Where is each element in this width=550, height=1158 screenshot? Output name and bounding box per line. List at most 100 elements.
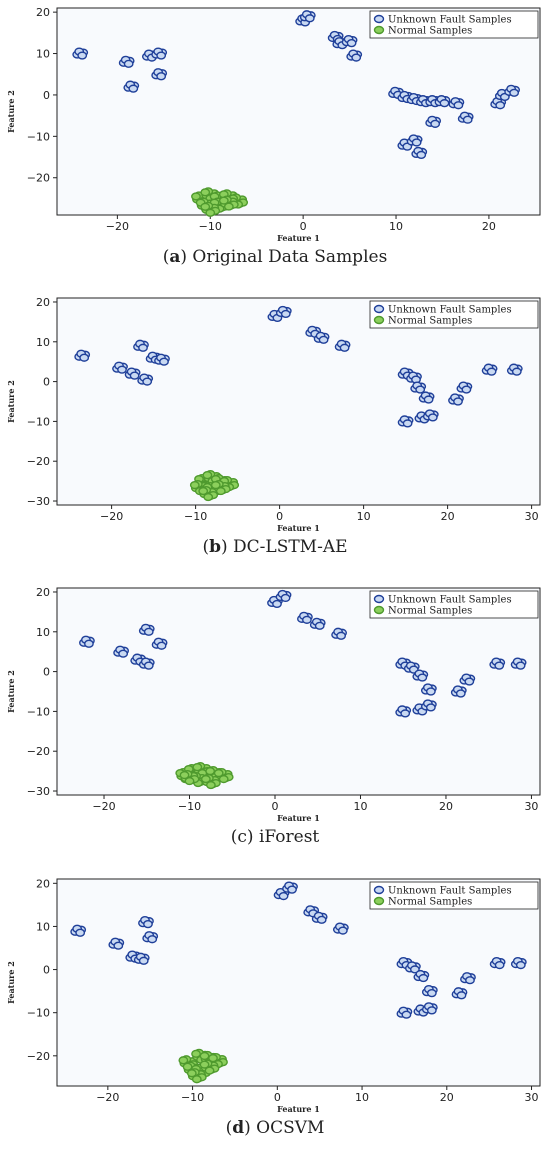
y-tick-label: −20: [27, 172, 50, 185]
caption-b-paren-close: ): [220, 537, 228, 557]
x-tick-label: −10: [184, 510, 207, 523]
y-tick-label: 10: [36, 626, 50, 639]
fault-point: [304, 14, 315, 23]
normal-point: [199, 1051, 210, 1061]
legend-box: [369, 590, 539, 619]
fault-point: [316, 915, 327, 924]
normal-point: [203, 492, 214, 502]
fault-point: [280, 309, 291, 319]
fault-point: [336, 631, 347, 640]
normal-series-c: [175, 762, 234, 790]
caption-c-paren-close: ): [246, 827, 254, 847]
caption-d-label: d: [232, 1118, 245, 1138]
y-tick-label: 10: [36, 48, 50, 61]
scatter-plot-a: −20 −10 0 10 20 −20 −10 0 10 20 Feature 1 Feature 2…: [6, 6, 541, 243]
y-tick-label: 0: [43, 964, 50, 977]
normal-point: [199, 1060, 210, 1069]
fault-point: [416, 150, 427, 160]
normal-point: [213, 768, 224, 778]
fault-point: [339, 343, 350, 352]
fault-legend-marker: [373, 885, 385, 895]
fault-point: [156, 641, 167, 650]
x-tick-label: −20: [92, 800, 115, 813]
fault-point: [515, 960, 526, 970]
caption-d: (d) OCSVM: [0, 1118, 550, 1138]
y-tick-label: −20: [27, 455, 50, 468]
fault-point: [129, 371, 140, 380]
fault-point: [302, 615, 312, 624]
fault-point: [515, 661, 526, 670]
fault-point: [494, 661, 505, 670]
fault-point: [426, 1006, 437, 1015]
fault-point: [318, 335, 329, 344]
caption-b-label: b: [209, 537, 221, 557]
y-tick-label: −10: [27, 415, 50, 428]
caption-a: (a) Original Data Samples: [0, 247, 550, 267]
caption-c-label: c: [237, 827, 247, 847]
x-tick-label: 20: [440, 1091, 454, 1104]
panel-d: −20 −10 0 10 20 30 −20 −10 0 10 20 Feature 1 Feature…: [0, 871, 550, 1158]
plot-area-a: [56, 7, 541, 216]
fault-point: [156, 72, 167, 81]
fault-point: [400, 709, 411, 718]
fault-point: [143, 627, 154, 636]
x-tick-label: 10: [389, 220, 403, 233]
y-tick-label: −10: [27, 1007, 50, 1020]
x-tick-label: 20: [439, 800, 453, 813]
x-tick-label: 20: [482, 220, 496, 233]
fault-point: [138, 956, 149, 965]
fault-point: [418, 973, 429, 983]
fault-point: [461, 385, 472, 394]
fault-point: [84, 639, 94, 648]
panel-b: −20 −10 0 10 20 30 −30 −20 −10 0 10 20 Feature 1 Feat…: [0, 290, 550, 577]
plot-area-d: [56, 878, 541, 1087]
normal-point: [191, 1049, 201, 1058]
panel-c: −20 −10 0 10 20 30 −30 −20 −10 0 10 20 Feature 1 Feat…: [0, 580, 550, 867]
fault-point: [425, 687, 436, 696]
y-axis-title: Feature 2: [6, 90, 16, 133]
x-axis-title: Feature 1: [277, 233, 320, 243]
fault-point: [75, 928, 86, 937]
normal-point: [192, 763, 203, 772]
y-tick-label: −10: [27, 130, 50, 143]
fault-point: [272, 599, 282, 609]
fault-point: [337, 926, 348, 935]
normal-legend-label: Normal Samples: [388, 897, 472, 908]
fault-point: [402, 419, 413, 428]
normal-point: [202, 471, 213, 480]
normal-legend-marker: [373, 315, 385, 325]
normal-legend-label: Normal Samples: [388, 316, 472, 327]
fault-point: [425, 703, 436, 712]
x-tick-label: 30: [525, 510, 539, 523]
normal-legend-label: Normal Samples: [388, 606, 472, 617]
fault-point: [494, 960, 505, 970]
x-tick-label: 0: [300, 220, 307, 233]
normal-point: [218, 196, 229, 205]
normal-point: [182, 1062, 193, 1071]
y-tick-label: −30: [27, 785, 50, 798]
normal-point: [179, 770, 190, 780]
fault-point: [346, 39, 357, 48]
y-tick-label: 20: [36, 586, 50, 599]
x-tick-label: −20: [100, 510, 123, 523]
scatter-plot-c: −20 −10 0 10 20 30 −30 −20 −10 0 10 20 Feature 1 Feat…: [6, 586, 541, 823]
fault-point: [128, 84, 139, 93]
legend-box: [369, 881, 539, 910]
caption-a-paren-open: (: [162, 247, 170, 267]
normal-legend-label: Normal Samples: [388, 26, 472, 37]
fault-series-b: [74, 305, 523, 428]
y-tick-label: 0: [43, 89, 50, 102]
fault-point: [427, 413, 438, 422]
fault-legend-label: Unknown Fault Samples: [388, 595, 512, 606]
x-tick-label: 30: [525, 1091, 539, 1104]
fault-series-d: [70, 881, 527, 1019]
x-tick-label: 0: [274, 1091, 281, 1104]
fault-point: [456, 991, 467, 1000]
normal-point: [204, 1066, 215, 1075]
y-tick-label: 20: [36, 296, 50, 309]
y-axis-title: Feature 2: [6, 670, 16, 713]
y-tick-label: −20: [27, 745, 50, 758]
fault-point: [118, 649, 129, 658]
x-tick-label: −10: [181, 1091, 204, 1104]
